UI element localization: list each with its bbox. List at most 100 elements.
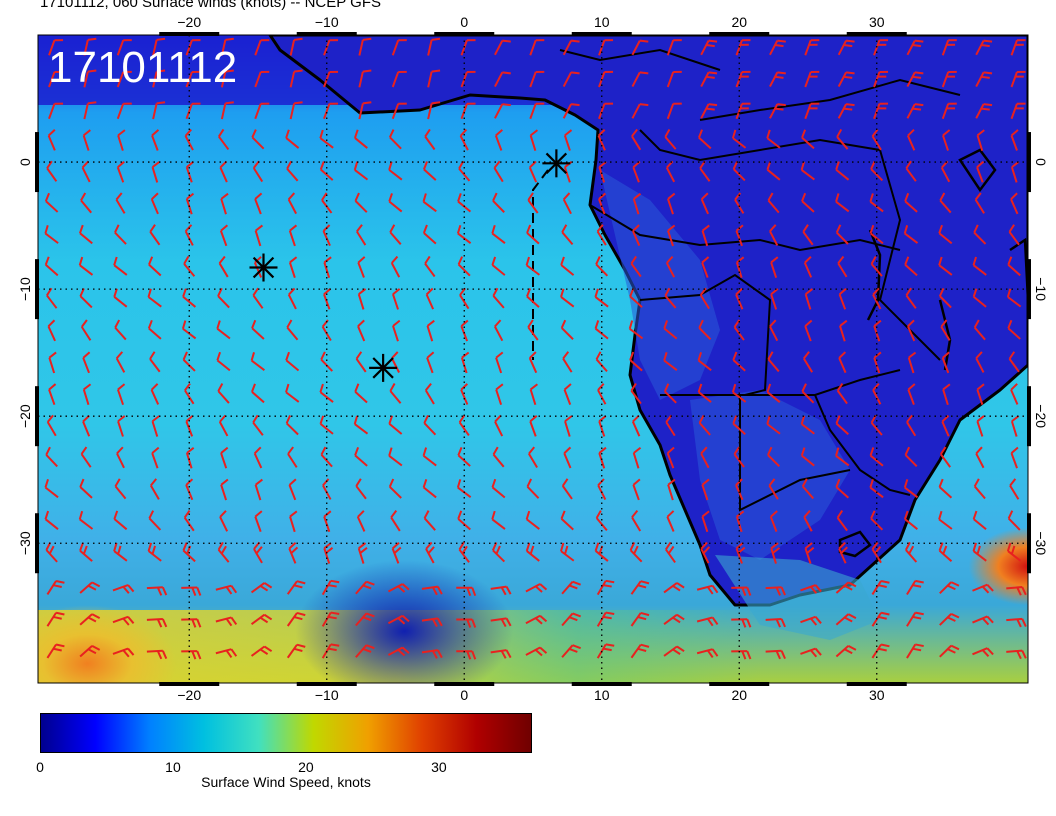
wind-barb [254, 510, 263, 533]
wind-barb [873, 39, 889, 56]
wind-barb [388, 415, 403, 435]
wind-barb [288, 224, 298, 247]
wind-barb [529, 102, 545, 120]
wind-barb [152, 37, 166, 56]
wind-barb [114, 319, 127, 341]
wind-barb [629, 351, 643, 372]
wind-barb [114, 224, 127, 245]
lon-tick-label: −20 [177, 687, 201, 703]
wind-barb [220, 478, 229, 501]
wind-barb [873, 102, 889, 120]
wind-barb [358, 101, 372, 120]
frame-tick [709, 682, 770, 686]
wind-barb [356, 224, 367, 246]
wind-barb [1006, 586, 1027, 596]
wind-barb [457, 446, 471, 467]
wind-barb [838, 287, 847, 310]
wind-barb [46, 287, 58, 309]
frame-ticks [35, 32, 1031, 686]
lon-tick-label: 0 [460, 14, 468, 30]
wind-barb [185, 446, 195, 469]
wind-barb [941, 39, 957, 56]
wind-barb [800, 415, 815, 435]
wind-barb [906, 71, 924, 88]
wind-barb [835, 645, 857, 658]
colorbar-label: Surface Wind Speed, knots [201, 774, 371, 790]
lat-labels-left: 0 −10 −20 −30 [17, 158, 33, 555]
wind-barb [44, 510, 59, 530]
wind-barb [803, 256, 813, 278]
wind-barb [185, 102, 201, 120]
wind-barb [422, 224, 437, 245]
wind-barb [628, 320, 644, 340]
wind-barb [562, 192, 572, 215]
wind-barb [560, 510, 574, 531]
wind-barb [801, 129, 815, 150]
wind-barb [904, 256, 918, 277]
wind-barb [490, 585, 512, 596]
wind-barb [563, 129, 573, 151]
wind-barb [460, 319, 469, 342]
wind-barb [46, 160, 58, 182]
wind-barb [938, 478, 953, 499]
wind-barb [836, 510, 848, 532]
wind-barb [388, 129, 402, 150]
wind-barb [182, 288, 197, 308]
wind-barb [1006, 649, 1027, 660]
wind-barb [494, 39, 511, 56]
wind-barb [663, 320, 678, 340]
wind-barb [598, 446, 607, 469]
wind-barb [663, 613, 685, 626]
wind-barb [184, 224, 194, 246]
colorbar-tick-label: 30 [431, 759, 447, 775]
wind-barb [735, 39, 751, 56]
wind-barb [975, 446, 985, 469]
wind-barb [871, 128, 882, 151]
wind-barb [563, 383, 572, 405]
wind-barb [871, 579, 890, 595]
wind-barb [491, 478, 506, 499]
wind-barb [904, 446, 918, 468]
wind-barb [113, 256, 128, 276]
wind-barb [357, 256, 366, 278]
wind-barb [181, 586, 202, 596]
wind-barb [426, 319, 435, 342]
wind-barb [1007, 510, 1021, 531]
wind-barb [766, 129, 781, 149]
wind-barb [181, 320, 197, 340]
wind-barb [665, 541, 676, 564]
wind-barb [903, 510, 918, 530]
wind-barb [82, 129, 91, 151]
wind-barb [355, 644, 375, 658]
wind-barb [835, 613, 857, 626]
wind-barb [390, 255, 401, 278]
wind-barb [79, 542, 93, 562]
wind-barb [149, 478, 160, 500]
frame-tick [1027, 513, 1031, 574]
wind-barb [319, 383, 334, 403]
wind-barb [46, 579, 65, 595]
wind-barb [804, 70, 820, 88]
wind-barb [938, 224, 953, 245]
wind-barb [594, 288, 609, 308]
wind-barb [769, 224, 779, 246]
wind-barb [287, 446, 298, 468]
wind-barb [494, 319, 504, 342]
wind-barb [525, 542, 540, 562]
wind-barb [941, 351, 950, 374]
wind-barb [285, 351, 300, 372]
wind-barb [836, 382, 848, 405]
wind-barb [630, 643, 650, 659]
wind-barb [939, 446, 952, 468]
frame-tick [1027, 132, 1031, 193]
wind-barb [490, 649, 512, 659]
wind-barb [1010, 415, 1020, 437]
frame-tick [571, 32, 632, 36]
wind-barb [1009, 478, 1020, 500]
wind-barb [630, 382, 642, 405]
wind-barb [220, 69, 234, 88]
map-title: 17101112, 060 Surface winds (knots) -- N… [40, 0, 381, 11]
wind-barb [427, 101, 441, 120]
wind-barb [220, 192, 229, 215]
wind-barb [286, 611, 306, 627]
